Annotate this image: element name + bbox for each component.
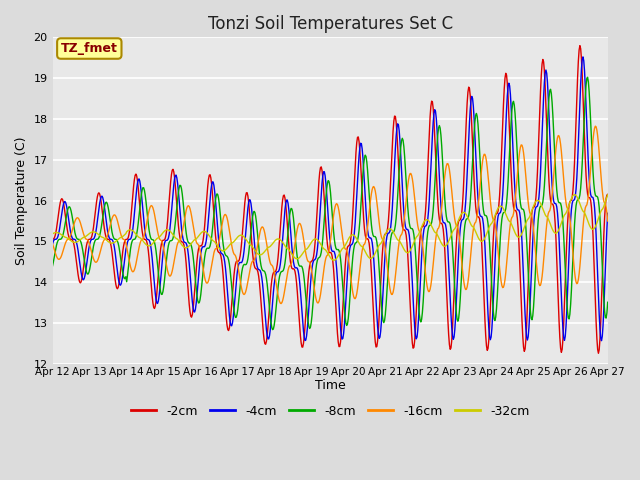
-4cm	[414, 327, 422, 333]
-16cm	[49, 241, 56, 247]
-2cm	[202, 214, 209, 219]
-4cm	[59, 205, 67, 211]
-8cm	[415, 301, 422, 307]
-16cm	[399, 229, 406, 235]
-32cm	[202, 229, 209, 235]
-4cm	[172, 172, 180, 178]
-32cm	[604, 192, 612, 198]
Line: -8cm: -8cm	[52, 77, 608, 330]
X-axis label: Time: Time	[315, 379, 346, 392]
-32cm	[330, 257, 337, 263]
-8cm	[116, 249, 124, 254]
-4cm	[49, 241, 56, 247]
Line: -2cm: -2cm	[52, 46, 608, 353]
-32cm	[172, 236, 180, 241]
-2cm	[576, 43, 584, 48]
-16cm	[415, 227, 422, 232]
-4cm	[604, 210, 612, 216]
-2cm	[49, 237, 56, 242]
-4cm	[397, 168, 405, 173]
-2cm	[59, 197, 67, 203]
Text: TZ_fmet: TZ_fmet	[61, 42, 118, 55]
-32cm	[59, 233, 67, 239]
-16cm	[59, 250, 67, 255]
Y-axis label: Soil Temperature (C): Soil Temperature (C)	[15, 136, 28, 265]
-8cm	[49, 263, 56, 269]
-16cm	[202, 278, 209, 284]
-8cm	[604, 300, 612, 305]
-2cm	[414, 276, 422, 282]
Title: Tonzi Soil Temperatures Set C: Tonzi Soil Temperatures Set C	[207, 15, 452, 33]
-8cm	[202, 250, 209, 255]
-2cm	[595, 350, 602, 356]
-4cm	[598, 338, 605, 344]
-2cm	[397, 216, 405, 222]
-4cm	[579, 54, 587, 60]
-8cm	[584, 74, 591, 80]
-2cm	[116, 276, 124, 281]
-16cm	[591, 123, 599, 129]
-32cm	[571, 192, 579, 198]
-2cm	[172, 192, 180, 198]
-8cm	[172, 212, 180, 218]
-4cm	[116, 282, 124, 288]
Line: -4cm: -4cm	[52, 57, 608, 341]
-16cm	[116, 227, 124, 233]
-8cm	[269, 327, 276, 333]
-8cm	[59, 233, 67, 239]
-4cm	[202, 242, 209, 248]
Legend: -2cm, -4cm, -8cm, -16cm, -32cm: -2cm, -4cm, -8cm, -16cm, -32cm	[126, 400, 534, 423]
-32cm	[415, 231, 422, 237]
Line: -32cm: -32cm	[52, 195, 608, 260]
-32cm	[399, 243, 406, 249]
-32cm	[116, 235, 124, 241]
Line: -16cm: -16cm	[52, 126, 608, 303]
-32cm	[49, 231, 56, 237]
-16cm	[277, 300, 285, 306]
-2cm	[604, 192, 612, 197]
-16cm	[172, 247, 180, 252]
-8cm	[399, 135, 406, 141]
-16cm	[604, 218, 612, 224]
